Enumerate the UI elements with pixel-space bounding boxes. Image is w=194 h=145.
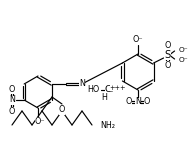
Text: N: N — [79, 79, 85, 88]
Text: HO: HO — [88, 86, 100, 95]
Text: O: O — [144, 97, 150, 106]
Text: O⁻: O⁻ — [179, 57, 188, 63]
Text: O: O — [9, 106, 15, 116]
Text: O: O — [59, 106, 65, 115]
Text: S: S — [164, 50, 171, 60]
Text: O: O — [126, 97, 132, 106]
Text: N: N — [9, 96, 15, 105]
Text: O: O — [9, 85, 15, 94]
Text: O⁻: O⁻ — [35, 116, 45, 126]
Text: O: O — [164, 40, 171, 49]
Text: O: O — [164, 60, 171, 69]
Text: O⁻: O⁻ — [179, 47, 188, 53]
Text: N: N — [135, 97, 141, 106]
Text: Cr: Cr — [105, 86, 115, 95]
Text: H: H — [101, 93, 107, 102]
Text: O⁻: O⁻ — [133, 36, 143, 45]
Text: NH₂: NH₂ — [100, 120, 115, 129]
Text: +++: +++ — [110, 85, 126, 91]
